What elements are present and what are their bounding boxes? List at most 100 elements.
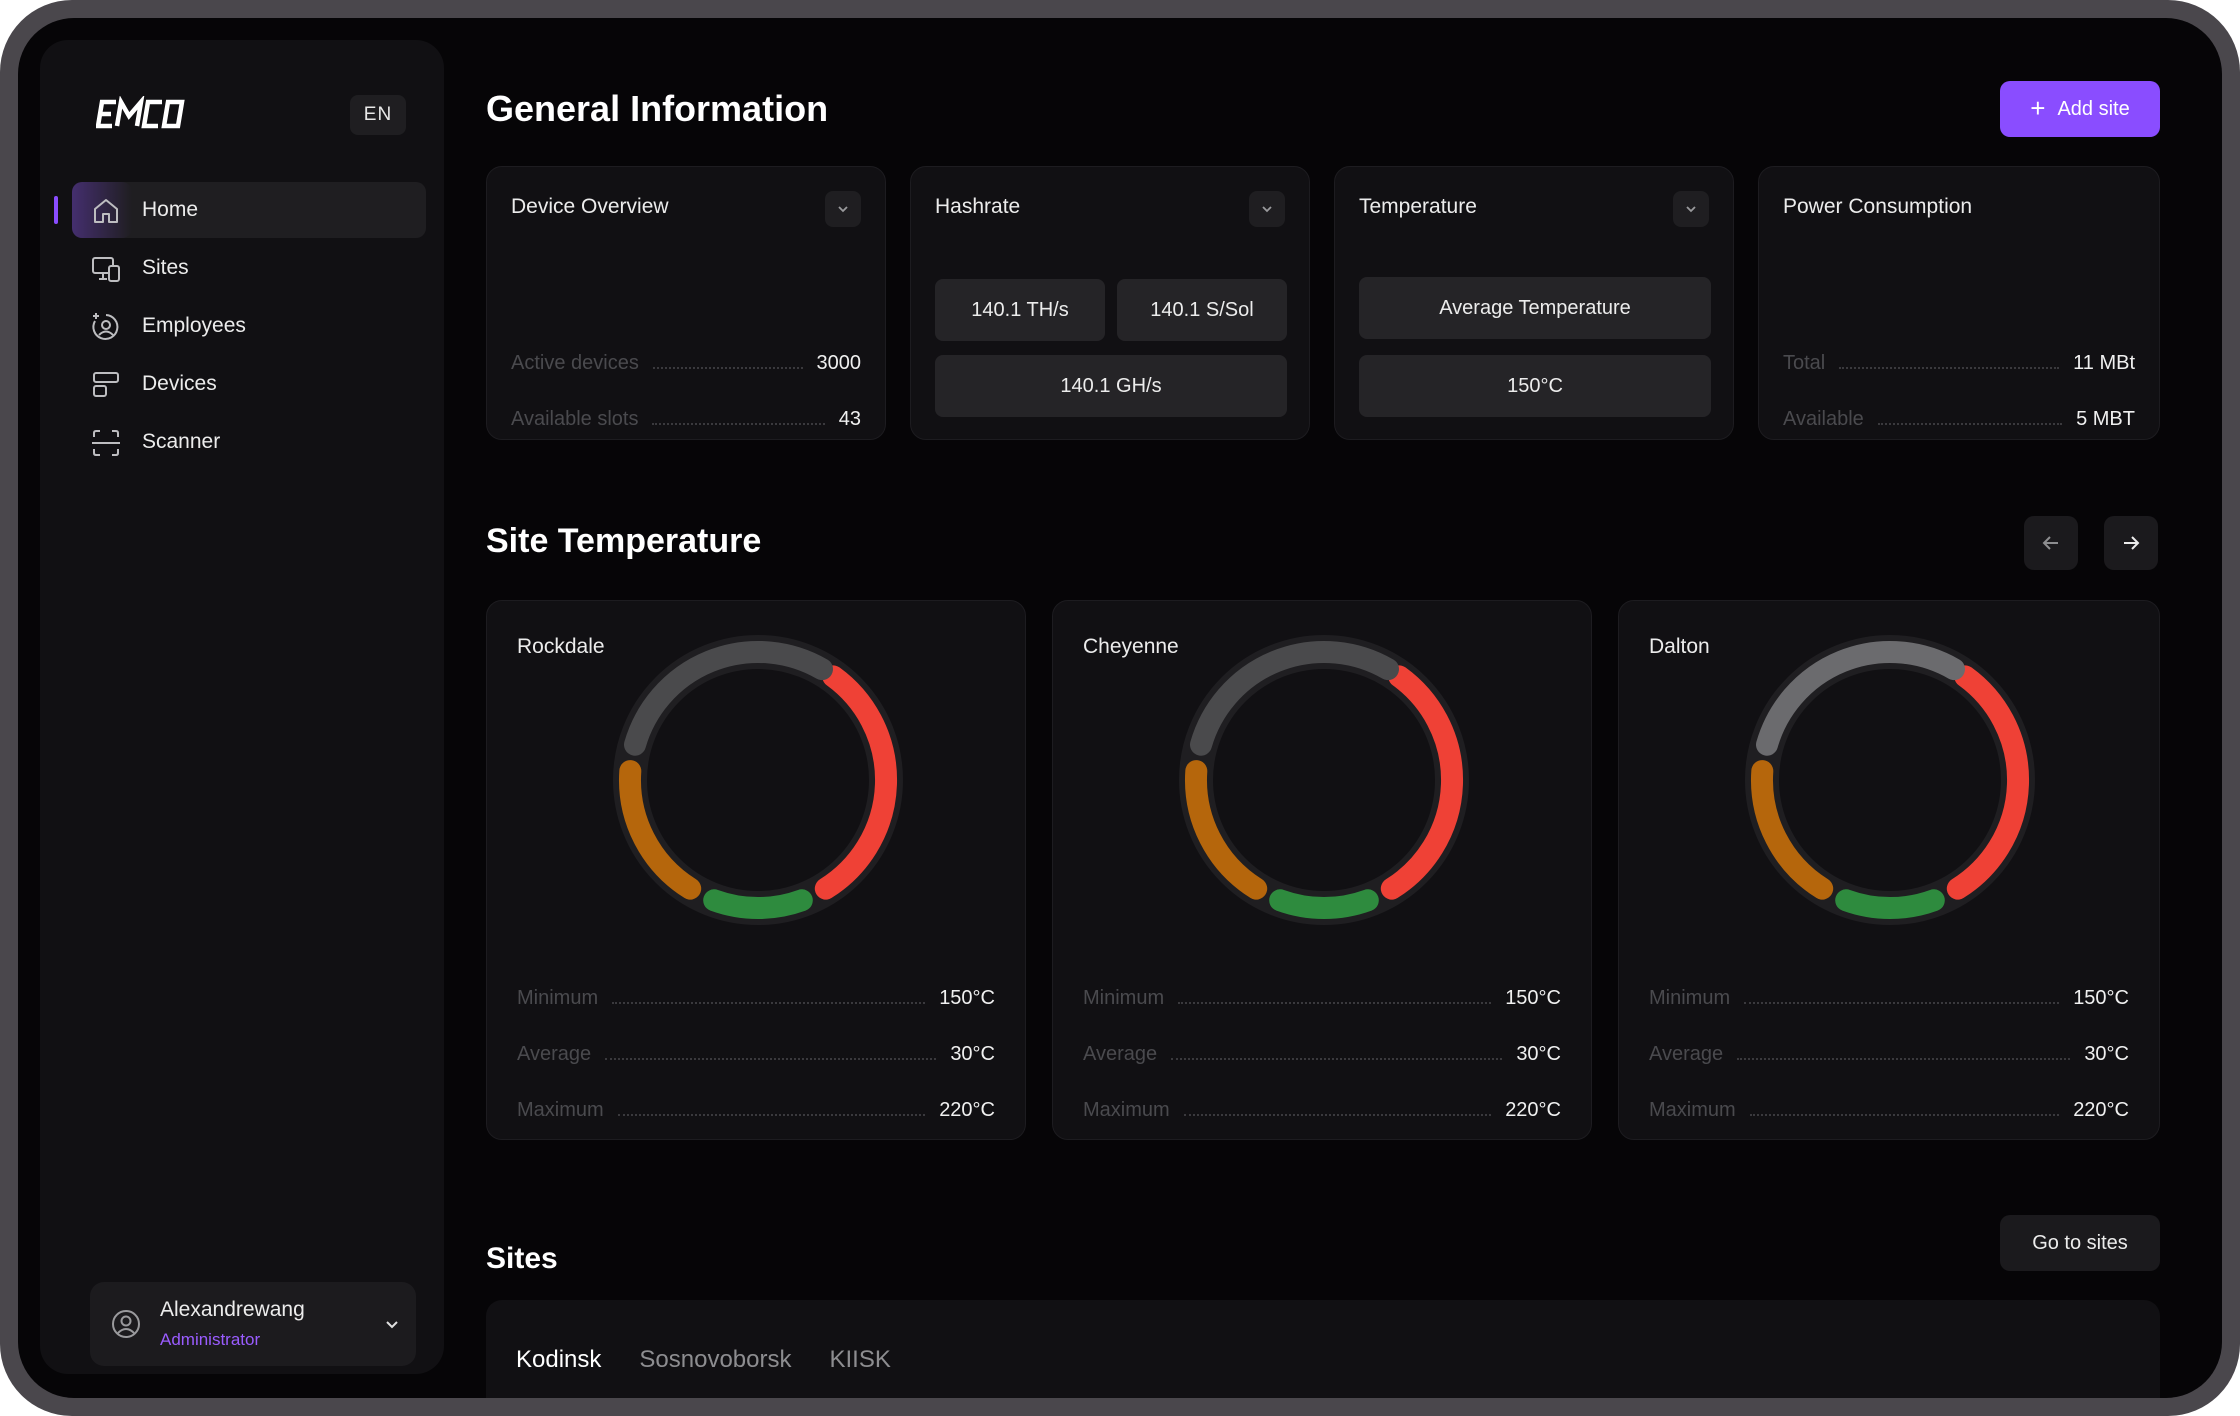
- stat-label: Active devices: [511, 352, 639, 374]
- tab-kiisk[interactable]: KIISK: [829, 1346, 891, 1373]
- site-card-dalton[interactable]: Dalton Minimum 150°C Average 30°C Maximu…: [1618, 600, 2160, 1140]
- stat-value: 150°C: [939, 987, 995, 1009]
- stat-value: 3000: [816, 352, 862, 374]
- nav-item-home[interactable]: Home: [54, 182, 426, 238]
- site-name: Cheyenne: [1083, 635, 1179, 658]
- hashrate-dropdown[interactable]: [1249, 191, 1285, 227]
- stat-value: 30°C: [1516, 1043, 1561, 1065]
- main-nav: Home Sites: [54, 182, 426, 472]
- active-highlight: [72, 182, 132, 238]
- stat-value: 30°C: [2084, 1043, 2129, 1065]
- hashrate-card: Hashrate 140.1 TH/s 140.1 S/Sol 140.1 GH…: [910, 166, 1310, 440]
- dotted-leader: [612, 1002, 926, 1004]
- chevron-down-icon[interactable]: [382, 1314, 402, 1334]
- device-overview-card: Device Overview Active devices 3000 Avai…: [486, 166, 886, 440]
- user-role: Administrator: [160, 1330, 261, 1349]
- go-to-sites-button[interactable]: Go to sites: [2000, 1215, 2160, 1271]
- site-name: Dalton: [1649, 635, 1710, 658]
- temperature-gauge: [1745, 635, 2035, 925]
- chevron-down-icon: [1262, 206, 1272, 213]
- tab-kodinsk[interactable]: Kodinsk: [516, 1346, 602, 1373]
- user-name: Alexandrewang: [160, 1298, 305, 1321]
- gauge-segment-green: [1835, 889, 1945, 920]
- stat-label: Maximum: [1649, 1099, 1736, 1121]
- gauge-segment-orange: [1750, 760, 1834, 900]
- stat-row: Available slots 43: [511, 405, 861, 431]
- gauge-segment-green: [703, 889, 813, 920]
- dotted-leader: [1839, 367, 2060, 369]
- stat-row: Maximum 220°C: [517, 1096, 995, 1122]
- stat-value: 5 MBT: [2076, 408, 2135, 430]
- power-consumption-card: Power Consumption Total 11 MBt Available…: [1758, 166, 2160, 440]
- plus-icon: +: [2030, 92, 2046, 123]
- gauge-segment-red: [1380, 665, 1464, 900]
- dotted-leader: [652, 367, 803, 369]
- stat-row: Maximum 220°C: [1083, 1096, 1561, 1122]
- dotted-leader: [1737, 1058, 2071, 1060]
- dotted-leader: [652, 423, 825, 425]
- device-overview-dropdown[interactable]: [825, 191, 861, 227]
- stat-label: Available: [1783, 408, 1864, 430]
- stat-row: Minimum 150°C: [1083, 984, 1561, 1010]
- nav-label-sites: Sites: [142, 256, 189, 279]
- dotted-leader: [1183, 1114, 1492, 1116]
- stat-value: 220°C: [1505, 1099, 1561, 1121]
- nav-item-sites[interactable]: Sites: [72, 240, 426, 296]
- gauge-segment-orange: [618, 760, 702, 900]
- temperature-dropdown[interactable]: [1673, 191, 1709, 227]
- stat-row: Maximum 220°C: [1649, 1096, 2129, 1122]
- dotted-leader: [1171, 1058, 1503, 1060]
- emco-logo[interactable]: [96, 96, 186, 132]
- user-avatar-icon: [112, 1310, 140, 1338]
- tab-sosnovoborsk[interactable]: Sosnovoborsk: [639, 1346, 792, 1373]
- add-site-button[interactable]: + Add site: [2000, 81, 2160, 137]
- nav-label-devices: Devices: [142, 372, 217, 395]
- app-screen: EN Home Sites: [18, 18, 2222, 1398]
- dotted-leader: [605, 1058, 937, 1060]
- stat-row: Available 5 MBT: [1783, 405, 2135, 431]
- stat-row: Average 30°C: [1649, 1040, 2129, 1066]
- nav-item-employees[interactable]: Employees: [72, 298, 426, 354]
- stat-label: Minimum: [1083, 987, 1165, 1009]
- nav-label-scanner: Scanner: [142, 430, 221, 453]
- stat-label: Maximum: [1083, 1099, 1170, 1121]
- site-card-rockdale[interactable]: Rockdale Minimum 150°C Average 30°C Maxi…: [486, 600, 1026, 1140]
- card-title: Temperature: [1359, 195, 1477, 218]
- stat-row: Active devices 3000: [511, 349, 861, 375]
- user-menu[interactable]: Alexandrewang Administrator: [90, 1282, 416, 1366]
- hashrate-pill: 140.1 TH/s: [935, 279, 1105, 341]
- gauge-segment-green: [1269, 889, 1379, 920]
- gauge-segment-grey: [1190, 640, 1399, 756]
- dotted-leader: [1744, 1002, 2060, 1004]
- next-button[interactable]: [2104, 516, 2158, 570]
- nav-item-devices[interactable]: Devices: [72, 356, 426, 412]
- sites-tabs: Kodinsk Sosnovoborsk KIISK: [516, 1346, 891, 1374]
- stat-value: 150°C: [2073, 987, 2129, 1009]
- nav-item-scanner[interactable]: Scanner: [72, 414, 426, 470]
- home-icon: [94, 199, 118, 223]
- stat-row: Minimum 150°C: [1649, 984, 2129, 1010]
- stat-value: 150°C: [1505, 987, 1561, 1009]
- page-title: General Information: [486, 88, 829, 129]
- dotted-leader: [1749, 1114, 2060, 1116]
- language-selector[interactable]: EN: [350, 95, 406, 135]
- prev-button[interactable]: [2024, 516, 2078, 570]
- card-title: Device Overview: [511, 195, 669, 218]
- site-card-cheyenne[interactable]: Cheyenne Minimum 150°C Average 30°C Maxi…: [1052, 600, 1592, 1140]
- add-site-label: Add site: [2057, 97, 2130, 120]
- stat-label: Average: [1649, 1043, 1724, 1065]
- employees-icon: [92, 313, 119, 340]
- stat-row: Total 11 MBt: [1783, 349, 2135, 375]
- temperature-gauge: [1179, 635, 1469, 925]
- temperature-card: Temperature Average Temperature 150°C: [1334, 166, 1734, 440]
- site-name: Rockdale: [517, 635, 605, 658]
- gauge-segment-orange: [1184, 760, 1268, 900]
- stat-label: Maximum: [517, 1099, 604, 1121]
- average-temperature-label: Average Temperature: [1359, 277, 1711, 339]
- card-title: Hashrate: [935, 195, 1021, 218]
- card-title: Power Consumption: [1783, 195, 1973, 218]
- sidebar: EN Home Sites: [40, 40, 444, 1374]
- chevron-down-icon: [1686, 206, 1696, 213]
- stat-label: Average: [517, 1043, 592, 1065]
